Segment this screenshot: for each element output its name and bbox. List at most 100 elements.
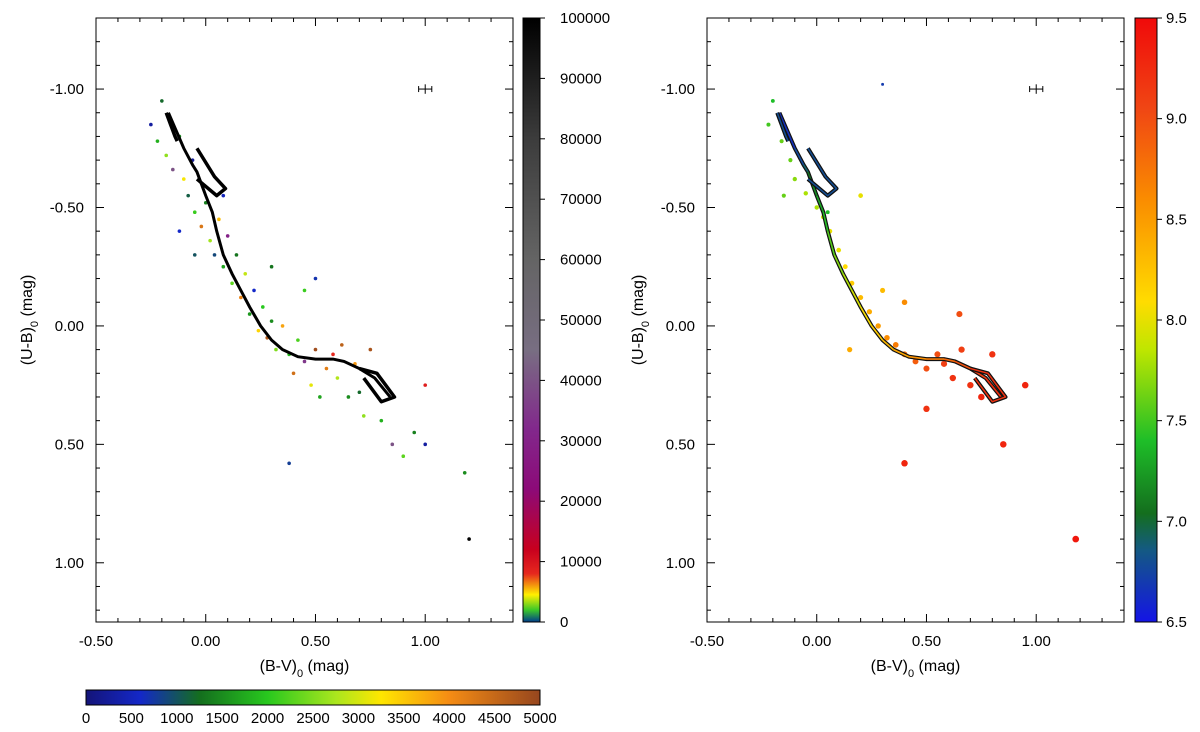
isochrone-segment [802,164,809,173]
y-tick-label: -0.50 [661,199,695,216]
data-point [181,177,186,181]
colorbar-tick-label: 7.5 [1166,413,1187,430]
data-point [467,537,471,541]
data-point [858,294,864,301]
data-point [280,324,285,328]
y-axis-label-unit: (mag) [630,275,647,321]
data-point [875,323,881,329]
x-axis-label-main: (B-V) [871,658,908,675]
data-point [978,393,985,401]
isochrone-segment [815,195,825,213]
data-point [390,442,395,447]
isochrone-loop [164,112,179,142]
horizontal-colorbar-label: 1000 [160,710,193,727]
isochrone-segment [954,360,971,370]
isochrone-segment [985,377,1002,398]
data-point [340,343,344,347]
data-point [274,347,278,352]
horizontal-colorbar-label: 4500 [478,710,511,727]
x-axis-label: (B-V)0 (mag) [871,658,961,680]
y-tick-label: -0.50 [50,199,84,216]
data-point [230,281,234,286]
data-point [155,139,160,143]
y-tick-label: 1.00 [666,555,695,572]
data-point [324,366,329,371]
data-point [368,347,373,352]
isochrone-segment [822,212,829,232]
isochrone-segment [826,230,836,256]
data-point [335,376,340,380]
plot-frame [95,17,514,623]
y-tick-label: 0.00 [666,318,695,335]
isochrone-segment [778,112,796,149]
isochrone-segment [851,290,862,308]
x-axis-label-main: (B-V) [260,658,297,675]
data-point [814,205,819,210]
data-point [901,460,908,467]
data-point [357,390,362,395]
y-tick-label: 1.00 [55,555,84,572]
colorbar-tick-label: 9.0 [1166,111,1187,128]
horizontal-colorbar-label: 3500 [387,710,420,727]
data-point [423,383,428,387]
data-point [269,264,274,269]
data-point [361,414,366,418]
isochrone-loop [776,112,789,142]
isochrone-segment [893,348,910,358]
data-point [346,395,351,399]
data-point [171,167,175,172]
isochrone-line [167,112,392,398]
y-tick-label: 0.50 [55,436,84,453]
isochrone-loop [807,147,838,197]
colorbar-tick-label: 50000 [560,312,602,329]
data-point [225,234,230,238]
data-point [949,374,957,382]
y-tick-label: -1.00 [661,81,695,98]
x-tick-label: 0.50 [912,633,941,650]
data-point [160,99,164,103]
horizontal-colorbar-label: 1500 [206,710,239,727]
isochrone-segment [833,254,844,275]
colorbar-tick-label: 6.5 [1166,614,1187,631]
data-point [836,247,842,253]
colorbar [522,17,541,623]
x-tick-label: -0.50 [79,633,113,650]
colorbar-tick-label: 70000 [560,191,602,208]
data-point [234,253,239,257]
data-point [423,442,428,447]
data-point [164,153,169,158]
colorbar-tick-label: 8.5 [1166,211,1187,228]
colorbar-tick-label: 30000 [560,433,602,450]
isochrone-segment [882,339,895,351]
x-axis-label-unit: (mag) [914,658,960,675]
isochrone-segment [794,147,805,166]
data-point [989,351,996,358]
y-tick-label: 0.00 [55,318,84,335]
data-point [252,288,256,293]
colorbar-tick-label: 9.5 [1166,10,1187,27]
data-point [199,224,204,229]
data-point [379,418,384,423]
horizontal-colorbar-label: 2000 [251,710,284,727]
data-point [269,319,274,323]
data-point [1000,441,1007,448]
x-tick-label: 1.00 [411,633,440,650]
data-point [842,264,848,270]
y-axis-label-sub: 0 [640,321,652,327]
data-point [923,365,930,372]
data-point [291,371,296,376]
data-point [940,360,948,367]
data-point [261,305,265,309]
isochrone-loop [970,367,1007,403]
horizontal-colorbar-label: 5000 [523,710,556,727]
horizontal-colorbar-label: 3000 [342,710,375,727]
isochrone-segment [943,358,956,363]
data-point [247,312,252,316]
data-point [901,299,908,306]
isochrone-loop [195,147,228,198]
plot-frame [706,17,1125,623]
isochrone-segment [842,273,853,291]
data-point [779,139,784,144]
data-point [243,272,248,276]
